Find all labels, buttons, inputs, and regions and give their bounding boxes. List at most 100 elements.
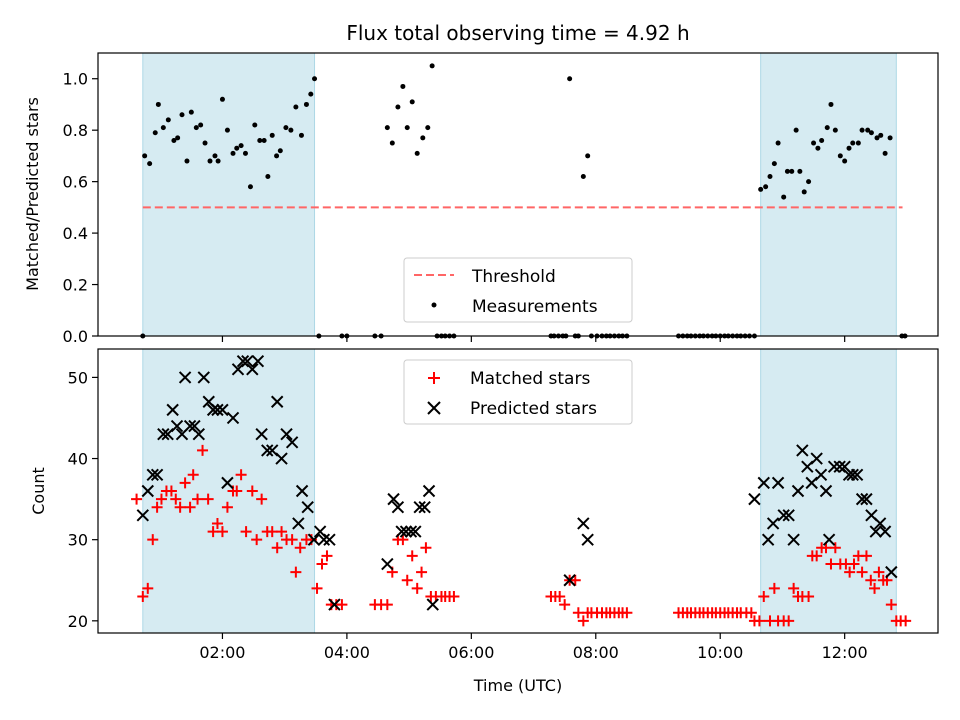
matched-star-marker [783, 615, 795, 627]
matched-star-marker [131, 493, 143, 505]
predicted-star-marker [292, 517, 305, 530]
matched-star-marker [753, 615, 765, 627]
matched-star-marker [829, 542, 841, 554]
predicted-star-marker [796, 444, 809, 457]
measurement-point [283, 125, 289, 131]
measurement-point [202, 140, 208, 146]
matched-star-marker [811, 550, 823, 562]
predicted-star-marker [317, 533, 331, 546]
predicted-star-marker [328, 598, 341, 611]
matched-star-marker [381, 599, 393, 611]
measurement-point [293, 104, 299, 110]
matched-star-marker [235, 469, 247, 481]
matched-star-marker [294, 542, 306, 554]
predicted-star-marker [170, 419, 184, 433]
measurement-point [247, 184, 253, 190]
predicted-star-marker [782, 509, 795, 522]
top-legend: Threshold Measurements [403, 257, 633, 323]
measurement-point [175, 135, 181, 141]
predicted-star-marker [399, 525, 413, 538]
measurement-point [887, 135, 893, 141]
predicted-star-marker [261, 444, 274, 457]
measurement-point [767, 173, 773, 179]
top-y-tick-label: 0.6 [63, 173, 88, 192]
measurement-point [303, 101, 309, 107]
matched-star-marker [788, 582, 800, 594]
measurement-point [567, 76, 573, 82]
predicted-star-marker [166, 403, 179, 417]
measurement-point [155, 101, 161, 107]
predicted-legend-swatch [427, 401, 441, 415]
predicted-star-marker [226, 411, 240, 425]
measurement-point [224, 127, 230, 133]
measurement-point [824, 125, 830, 131]
matched-star-marker [137, 590, 149, 602]
measurement-point [819, 137, 825, 143]
measurement-point [781, 194, 787, 200]
matched-star-marker [311, 582, 323, 594]
predicted-star-marker [188, 419, 201, 433]
predicted-star-marker [409, 525, 422, 538]
measurement-point [429, 63, 435, 69]
measurement-point [261, 137, 267, 143]
measurement-point [763, 184, 769, 190]
matched-star-marker [865, 574, 877, 586]
predicted-star-marker [211, 403, 224, 417]
predicted-star-marker [787, 533, 800, 546]
measurement-point [420, 135, 426, 141]
matched-star-marker [411, 582, 423, 594]
predicted-star-marker [873, 517, 887, 530]
x-tick-label: 10:00 [697, 643, 743, 662]
matched-star-marker [401, 574, 413, 586]
predicted-star-marker [757, 476, 770, 490]
bottom-axis-ticks: 20 30 40 50 02:00 04:00 06:00 08:00 10:00 12:00 [68, 368, 868, 662]
measurement-point [404, 125, 410, 131]
predicted-star-marker [192, 427, 206, 441]
matched-star-marker [572, 607, 584, 619]
predicted-star-marker [761, 533, 775, 546]
matched-star-marker [286, 534, 298, 546]
bottom-shaded-region [760, 348, 897, 634]
measurement-point [308, 91, 314, 97]
predicted-star-marker [391, 501, 405, 514]
predicted-star-marker [869, 525, 882, 538]
matched-star-marker [231, 485, 243, 497]
predicted-star-marker [850, 468, 864, 481]
predicted-star-marker [255, 427, 268, 441]
matched-star-marker [860, 550, 872, 562]
measurement-point [789, 168, 795, 174]
measurement-point [832, 127, 838, 133]
measurement-point [758, 186, 764, 192]
measurement-point [184, 158, 190, 164]
measurement-point [234, 145, 240, 151]
measurement-point [193, 125, 199, 131]
measurement-point [257, 137, 263, 143]
predicted-star-marker [413, 501, 426, 514]
measurement-point [882, 150, 888, 156]
threshold-legend-label: Threshold [471, 267, 556, 287]
matched-star-marker [336, 599, 348, 611]
predicted-star-marker [885, 565, 898, 579]
predicted-star-marker [295, 484, 309, 498]
bottom-y-axis-label: Count [29, 467, 48, 515]
x-tick-label: 12:00 [822, 643, 868, 662]
matched-star-marker [554, 590, 566, 602]
predicted-star-marker [197, 371, 210, 384]
matched-star-marker [745, 607, 757, 619]
measurement-point [815, 145, 821, 151]
predicted-star-marker [323, 533, 336, 546]
matched-star-marker [155, 493, 167, 505]
matched-star-marker [271, 542, 283, 554]
matched-star-marker [211, 517, 223, 529]
measurement-point [288, 127, 294, 133]
measurement-point [793, 127, 799, 133]
chart-title: Flux total observing time = 4.92 h [346, 21, 689, 45]
matched-star-marker [165, 485, 177, 497]
measurement-point [585, 153, 591, 159]
matched-star-marker [316, 558, 328, 570]
predicted-legend-label: Predicted stars [470, 399, 597, 419]
predicted-star-marker [426, 598, 439, 611]
predicted-star-marker [136, 509, 150, 522]
measurement-point [395, 104, 401, 110]
predicted-star-marker [404, 525, 418, 538]
